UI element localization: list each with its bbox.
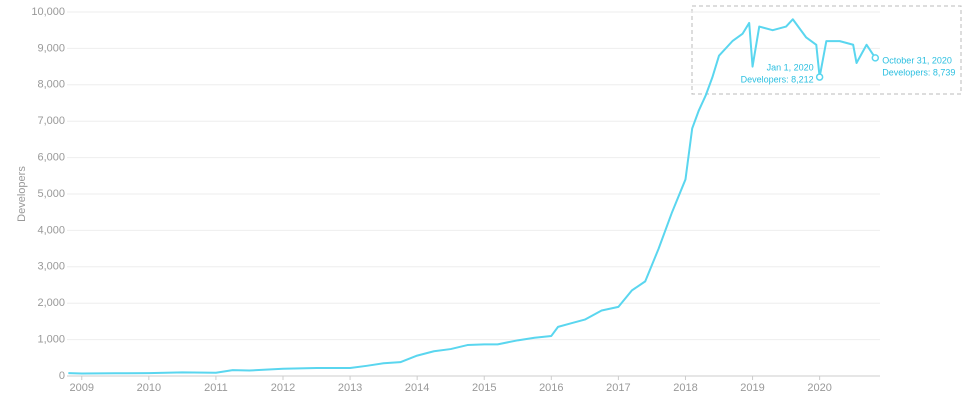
y-tick-label: 10,000	[31, 6, 65, 18]
y-tick-label: 6,000	[37, 152, 65, 164]
zoom-box	[691, 5, 962, 95]
annotation-text: Jan 1, 2020	[767, 62, 814, 72]
y-tick-label: 3,000	[37, 261, 65, 273]
x-tick-label: 2010	[137, 382, 161, 394]
y-tick-label: 8,000	[37, 79, 65, 91]
y-tick-label: 9,000	[37, 42, 65, 54]
y-tick-label: 5,000	[37, 188, 65, 200]
x-tick-label: 2011	[204, 382, 228, 394]
x-tick-label: 2017	[606, 382, 630, 394]
y-tick-label: 2,000	[37, 297, 65, 309]
y-tick-label: 1,000	[37, 334, 65, 346]
y-tick-label: 7,000	[37, 115, 65, 127]
x-tick-label: 2020	[807, 382, 831, 394]
x-tick-label: 2009	[70, 382, 94, 394]
x-tick-label: 2012	[271, 382, 295, 394]
x-tick-label: 2018	[673, 382, 697, 394]
x-tick-label: 2014	[405, 382, 429, 394]
x-tick-label: 2013	[338, 382, 362, 394]
annotation-point	[815, 73, 824, 81]
annotation-text: October 31, 2020	[882, 55, 952, 65]
annotation-point	[871, 54, 880, 62]
annotation-text: Developers: 8,739	[882, 67, 955, 77]
annotation-text: Developers: 8,212	[741, 74, 814, 84]
data-line	[68, 18, 877, 375]
y-tick-label: 0	[59, 370, 65, 382]
x-tick-label: 2019	[740, 382, 764, 394]
x-tick-label: 2016	[539, 382, 563, 394]
y-axis-label: Developers	[16, 166, 28, 222]
y-tick-label: 4,000	[37, 224, 65, 236]
x-tick-label: 2015	[472, 382, 496, 394]
